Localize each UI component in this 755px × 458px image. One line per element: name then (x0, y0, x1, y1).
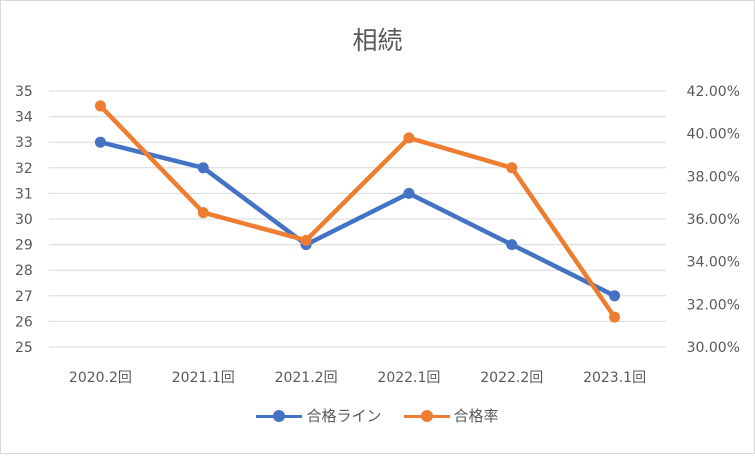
y-right-tick-label: 34.00% (687, 255, 740, 271)
y-right-tick-label: 36.00% (687, 212, 740, 228)
x-tick-label: 2022.2回 (480, 370, 543, 386)
y-left-tick-label: 30 (15, 212, 33, 228)
y-left-tick-label: 31 (15, 186, 33, 202)
data-point (506, 239, 518, 251)
x-tick-label: 2021.2回 (275, 370, 338, 386)
legend-label-passing-line: 合格ライン (306, 407, 382, 425)
series-line (98, 139, 617, 299)
legend-item-pass-rate: 合格率 (403, 405, 499, 426)
data-point (506, 162, 518, 174)
y-right-tick-label: 38.00% (687, 169, 740, 185)
legend: 合格ライン 合格率 (1, 405, 754, 426)
chart-title: 相続 (352, 26, 403, 55)
y-left-tick-label: 34 (15, 110, 33, 126)
data-point (403, 132, 415, 144)
series-line (98, 103, 617, 320)
y-left-tick-label: 33 (15, 135, 33, 151)
y-left-tick-label: 35 (15, 84, 33, 100)
y-left-tick-label: 32 (15, 161, 33, 177)
y-left-tick-label: 25 (15, 340, 33, 356)
data-point (94, 100, 106, 112)
data-point (609, 311, 621, 323)
legend-swatch-passing-line-icon (256, 409, 303, 422)
x-tick-label: 2023.1回 (583, 370, 646, 386)
y-left-tick-label: 27 (15, 289, 33, 305)
data-point (609, 290, 621, 302)
y-left-tick-label: 29 (15, 238, 33, 254)
data-point (300, 234, 312, 246)
data-point (197, 207, 209, 219)
y-right-tick-label: 42.00% (687, 84, 740, 100)
data-point (197, 162, 209, 174)
y-right-tick-label: 40.00% (687, 127, 740, 143)
data-point (94, 136, 106, 148)
y-left-tick-label: 28 (15, 263, 33, 279)
legend-swatch-pass-rate-icon (403, 409, 450, 422)
x-tick-label: 2022.1回 (377, 370, 440, 386)
data-point (403, 187, 415, 199)
y-right-tick-label: 32.00% (687, 297, 740, 313)
x-tick-label: 2021.1回 (172, 370, 235, 386)
y-left-tick-label: 26 (15, 314, 33, 330)
legend-label-pass-rate: 合格率 (453, 407, 499, 425)
y-right-tick-label: 30.00% (687, 340, 740, 356)
x-tick-label: 2020.2回 (69, 370, 132, 386)
legend-item-passing-line: 合格ライン (256, 405, 382, 426)
